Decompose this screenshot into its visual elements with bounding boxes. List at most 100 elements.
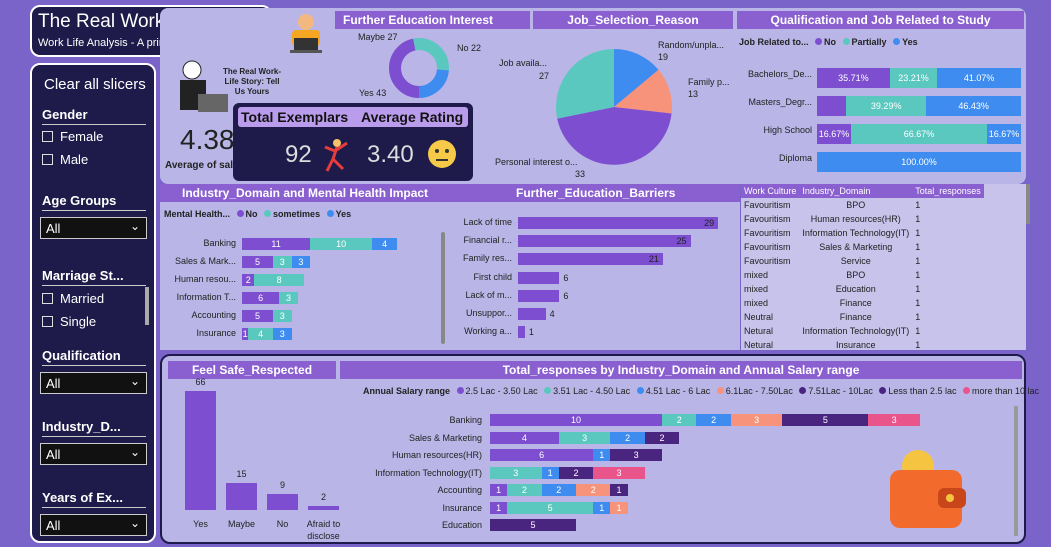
table-cell: 1 (915, 298, 921, 308)
salary-bar-segment[interactable]: 1 (490, 501, 508, 514)
table-row[interactable]: Netural Information Technology(IT) 1 (741, 324, 984, 338)
table-row[interactable]: Netural Insurance 1 (741, 338, 984, 352)
salary-bar-segment[interactable]: 2 (610, 431, 645, 444)
safe-bar[interactable] (185, 391, 216, 510)
table-row[interactable]: Favouritism Human resources(HR) 1 (741, 212, 984, 226)
safe-bar[interactable] (308, 506, 339, 510)
safe-bar[interactable] (226, 483, 257, 510)
mental-bar-segment[interactable]: 3 (273, 256, 292, 268)
salary-bar-segment[interactable]: 6 (490, 449, 594, 461)
further-edu-donut[interactable] (387, 36, 451, 100)
table-row[interactable]: Favouritism Information Technology(IT) 1 (741, 226, 984, 240)
qual-bar-segment[interactable] (817, 96, 847, 116)
qual-bar-segment[interactable]: 23.21% (889, 68, 938, 88)
barrier-bar[interactable] (518, 253, 663, 266)
safe-label: No (276, 519, 289, 529)
qual-bar-segment[interactable]: 16.67% (987, 124, 1021, 144)
mental-bar-segment[interactable]: 5 (242, 310, 273, 322)
qual-bar-segment[interactable]: 100.00% (817, 152, 1021, 172)
age-dropdown[interactable]: All ⌄ (40, 217, 147, 239)
barrier-bar[interactable] (518, 326, 525, 339)
salary-bar-segment[interactable]: 2 (507, 484, 542, 496)
scrollbar[interactable] (441, 232, 445, 344)
salary-bar-segment[interactable]: 5 (507, 501, 594, 514)
mental-bar-segment[interactable]: 2 (242, 274, 255, 286)
salary-bar-segment[interactable]: 3 (558, 431, 611, 444)
table-row[interactable]: Neutral Finance 1 (741, 310, 984, 324)
table-row[interactable]: Favouritism BPO 1 (741, 198, 984, 212)
qual-bar-segment[interactable]: 46.43% (926, 96, 1021, 116)
qual-bar-segment[interactable]: 35.71% (817, 68, 890, 88)
salary-bar-segment[interactable]: 1 (541, 466, 559, 479)
table-row[interactable]: Favouritism Service 1 (741, 254, 984, 268)
salary-bar-segment[interactable]: 1 (610, 484, 628, 496)
mental-bar-segment[interactable]: 3 (273, 310, 292, 322)
barrier-bar[interactable] (518, 235, 691, 248)
marriage-option-single[interactable]: Single (42, 314, 96, 329)
salary-bar-segment[interactable]: 4 (490, 431, 559, 444)
table-row[interactable]: mixed Finance 1 (741, 296, 984, 310)
mental-bar-segment[interactable]: 3 (273, 328, 292, 340)
salary-bar-segment[interactable]: 3 (610, 449, 662, 461)
table-row[interactable]: mixed BPO 1 (741, 268, 984, 282)
col-header-work-culture[interactable]: Work Culture (744, 186, 797, 196)
mental-bar-segment[interactable]: 3 (291, 256, 311, 268)
industry-dropdown[interactable]: All ⌄ (40, 443, 147, 465)
salary-bar-segment[interactable]: 1 (593, 501, 611, 514)
col-header-total[interactable]: Total_responses (915, 186, 981, 196)
salary-bar-segment[interactable]: 3 (868, 414, 920, 426)
scrollbar[interactable] (1014, 406, 1018, 536)
salary-bar-segment[interactable]: 5 (782, 414, 869, 426)
mental-bar-segment[interactable]: 1 (242, 328, 249, 340)
salary-bar-segment[interactable]: 1 (593, 449, 611, 461)
table-row[interactable]: mixed Education 1 (741, 282, 984, 296)
mental-bar-segment[interactable]: 11 (242, 238, 311, 250)
salary-bar-segment[interactable]: 5 (490, 519, 576, 531)
salary-bar-segment[interactable]: 2 (696, 414, 731, 426)
qual-bar-segment[interactable]: 16.67% (817, 124, 851, 144)
mental-bar-segment[interactable]: 4 (248, 328, 273, 340)
salary-bar-segment[interactable]: 2 (576, 484, 611, 496)
salary-bar-segment[interactable]: 3 (730, 414, 783, 426)
mental-bar-segment[interactable]: 3 (279, 292, 298, 304)
col-header-industry[interactable]: Industry_Domain (802, 186, 871, 196)
years-dropdown[interactable]: All ⌄ (40, 514, 147, 536)
salary-bar-segment[interactable]: 1 (610, 501, 628, 514)
checkbox-icon[interactable] (42, 316, 53, 327)
checkbox-icon[interactable] (42, 131, 53, 142)
qual-job-title: Qualification and Job Related to Study (737, 11, 1024, 29)
salary-bar-segment[interactable]: 2 (558, 466, 594, 479)
gender-option-female[interactable]: Female (42, 129, 103, 144)
safe-bar[interactable] (267, 493, 298, 510)
salary-bar-segment[interactable]: 2 (541, 484, 576, 496)
barrier-bar[interactable] (518, 308, 546, 320)
marriage-option-married[interactable]: Married (42, 291, 104, 306)
clear-all-slicers-button[interactable]: Clear all slicers (44, 76, 146, 93)
table-scrollbar[interactable] (1026, 184, 1030, 224)
job-reason-pie[interactable] (556, 48, 672, 165)
salary-bar-segment[interactable]: 3 (593, 466, 645, 479)
qual-bar-segment[interactable]: 41.07% (937, 68, 1021, 88)
qual-bar-segment[interactable]: 66.67% (851, 124, 987, 144)
mental-bar-segment[interactable]: 6 (242, 292, 280, 304)
table-row[interactable]: Favouritism Sales & Marketing 1 (741, 240, 984, 254)
barrier-bar[interactable] (518, 289, 560, 302)
slicer-scrollbar[interactable] (145, 287, 149, 325)
barrier-bar[interactable] (518, 271, 560, 284)
salary-bar-segment[interactable]: 2 (644, 431, 680, 444)
salary-bar-segment[interactable]: 1 (490, 484, 508, 496)
qualification-dropdown[interactable]: All ⌄ (40, 372, 147, 394)
barrier-bar[interactable] (518, 217, 719, 229)
mental-bar-segment[interactable]: 5 (242, 256, 273, 268)
salary-bar-segment[interactable]: 3 (490, 466, 542, 479)
mental-bar-segment[interactable]: 8 (254, 274, 304, 286)
table-cell: 1 (915, 228, 921, 238)
mental-bar-segment[interactable]: 10 (310, 238, 373, 250)
checkbox-icon[interactable] (42, 154, 53, 165)
mental-bar-segment[interactable]: 4 (372, 238, 397, 250)
salary-bar-segment[interactable]: 10 (490, 414, 662, 426)
checkbox-icon[interactable] (42, 293, 53, 304)
qual-bar-segment[interactable]: 39.29% (846, 96, 927, 116)
gender-option-male[interactable]: Male (42, 152, 88, 167)
salary-bar-segment[interactable]: 2 (662, 414, 697, 426)
